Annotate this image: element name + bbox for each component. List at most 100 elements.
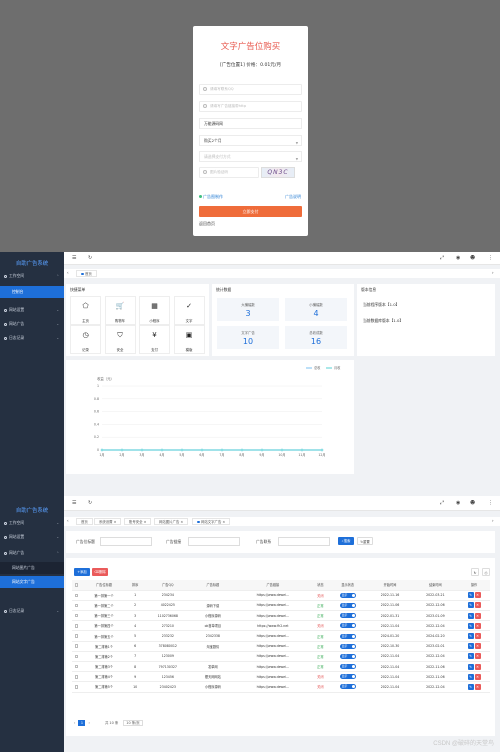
- edit-icon[interactable]: ✎: [467, 602, 474, 609]
- row-checkbox[interactable]: [72, 590, 81, 601]
- search-button[interactable]: ⌕搜索: [338, 537, 354, 545]
- delete-icon[interactable]: ✕: [474, 643, 481, 650]
- edit-icon[interactable]: ✎: [467, 612, 474, 619]
- ad-word-input[interactable]: 万能源码网: [199, 118, 302, 129]
- tab-home[interactable]: 首页: [76, 270, 97, 277]
- tab-item[interactable]: 网站图片广告 ×: [154, 518, 189, 525]
- qq-input[interactable]: 请填写联系QQ: [199, 84, 302, 95]
- refresh-icon[interactable]: ↻: [88, 500, 93, 506]
- pay-method-select[interactable]: 请选择支付方式 ▼: [199, 151, 302, 162]
- edit-icon[interactable]: ✎: [467, 683, 474, 690]
- sidebar-item-logs[interactable]: 日志记录 ⌄: [0, 332, 64, 344]
- row-checkbox[interactable]: [72, 671, 81, 683]
- sidebar-item-workspace[interactable]: 工作空间 ⌃: [0, 270, 64, 282]
- filter-link-input[interactable]: [188, 537, 240, 546]
- print-icon[interactable]: ⎙: [482, 568, 490, 576]
- sidebar-item-logs[interactable]: 日志记录 ⌄: [0, 605, 64, 617]
- header-checkbox[interactable]: [72, 580, 81, 591]
- sidebar-item-settings[interactable]: 网站设置 ⌄: [0, 531, 64, 543]
- row-checkbox[interactable]: [72, 651, 81, 663]
- display-toggle[interactable]: 显示: [328, 661, 368, 673]
- captcha-input[interactable]: 图片验证码: [199, 167, 259, 178]
- delete-icon[interactable]: ✕: [474, 622, 481, 629]
- edit-icon[interactable]: ✎: [467, 633, 474, 640]
- tab-item[interactable]: 账号安全 ×: [124, 518, 152, 525]
- more-icon[interactable]: ⋮: [488, 255, 493, 261]
- row-checkbox[interactable]: [72, 610, 81, 622]
- menu-icon[interactable]: ☰: [72, 500, 77, 506]
- delete-icon[interactable]: ✕: [474, 612, 481, 619]
- display-toggle[interactable]: 显示: [328, 630, 368, 642]
- user-icon[interactable]: ☻: [470, 500, 476, 506]
- tab-next-icon[interactable]: ›: [492, 518, 494, 523]
- ad-make-link[interactable]: 广告图制作: [199, 194, 223, 200]
- sidebar-item-console[interactable]: 控制台: [0, 286, 64, 298]
- refresh-icon[interactable]: ↻: [88, 255, 93, 261]
- delete-icon[interactable]: ✕: [474, 633, 481, 640]
- quick-item[interactable]: ▣ 模版: [173, 325, 205, 354]
- display-toggle[interactable]: 显示: [328, 651, 368, 663]
- delete-icon[interactable]: ✕: [474, 683, 481, 690]
- menu-icon[interactable]: ☰: [72, 255, 77, 261]
- row-checkbox[interactable]: [72, 600, 81, 612]
- tab-prev-icon[interactable]: ‹: [67, 518, 69, 523]
- quick-item[interactable]: ⬠ 主页: [70, 296, 101, 325]
- row-checkbox[interactable]: [72, 641, 81, 652]
- tab-item[interactable]: 系统设置 ×: [94, 518, 122, 525]
- captcha-image[interactable]: QN3C: [261, 167, 295, 178]
- tab-item[interactable]: 首页: [76, 518, 93, 525]
- sidebar-item-workspace[interactable]: 工作空间 ⌄: [0, 517, 64, 529]
- sidebar-item-text-ads[interactable]: 网站文字广告: [0, 576, 64, 588]
- delete-icon[interactable]: ✕: [474, 602, 481, 609]
- quick-item[interactable]: ⛉ 安全: [104, 325, 136, 354]
- edit-icon[interactable]: ✎: [467, 622, 474, 629]
- pay-button[interactable]: 立即支付: [199, 206, 302, 217]
- user-icon[interactable]: ☻: [470, 255, 476, 261]
- delete-icon[interactable]: ✕: [474, 663, 481, 670]
- theme-icon[interactable]: ◉: [456, 500, 461, 506]
- edit-icon[interactable]: ✎: [467, 643, 474, 650]
- row-checkbox[interactable]: [72, 630, 81, 642]
- row-checkbox[interactable]: [72, 620, 81, 632]
- delete-icon[interactable]: ✕: [474, 673, 481, 680]
- display-toggle[interactable]: 显示: [328, 610, 368, 622]
- fullscreen-icon[interactable]: ⤢: [440, 255, 445, 261]
- edit-icon[interactable]: ✎: [467, 653, 474, 660]
- display-toggle[interactable]: 显示: [328, 671, 368, 683]
- filter-title-input[interactable]: [100, 537, 152, 546]
- tab-next-icon[interactable]: ›: [492, 270, 494, 275]
- add-button[interactable]: +添加: [74, 568, 90, 576]
- display-toggle[interactable]: 显示: [328, 681, 368, 693]
- quick-item[interactable]: ◷ 记录: [70, 325, 101, 354]
- refresh-table-icon[interactable]: ↻: [471, 568, 479, 576]
- ad-desc-link[interactable]: 广告说明: [285, 194, 301, 199]
- page-prev[interactable]: ‹: [74, 721, 76, 725]
- page-current[interactable]: 1: [78, 720, 86, 726]
- theme-icon[interactable]: ◉: [456, 255, 461, 261]
- display-toggle[interactable]: 显示: [328, 641, 368, 652]
- quick-item[interactable]: ▦ 小程序: [139, 296, 170, 325]
- reset-button[interactable]: ↻重置: [357, 537, 373, 545]
- delete-icon[interactable]: ✕: [474, 592, 481, 599]
- url-input[interactable]: 请填写广告链接带http: [199, 101, 302, 112]
- back-home-link[interactable]: 返回首页: [199, 221, 215, 226]
- edit-icon[interactable]: ✎: [467, 673, 474, 680]
- more-icon[interactable]: ⋮: [488, 500, 493, 506]
- quick-item[interactable]: ¥ 支付: [139, 325, 170, 354]
- row-checkbox[interactable]: [72, 681, 81, 693]
- page-size-select[interactable]: 10 条/页: [123, 720, 143, 726]
- edit-icon[interactable]: ✎: [467, 663, 474, 670]
- delete-icon[interactable]: ✕: [474, 653, 481, 660]
- sidebar-item-ads[interactable]: 网站广告 ⌄: [0, 318, 64, 330]
- display-toggle[interactable]: 显示: [328, 620, 368, 632]
- edit-icon[interactable]: ✎: [467, 592, 474, 599]
- display-toggle[interactable]: 显示: [328, 600, 368, 612]
- quick-item[interactable]: 🛒 购物车: [104, 296, 136, 325]
- tab-item[interactable]: 网站文字广告 ×: [192, 518, 231, 525]
- sidebar-item-ads[interactable]: 网站广告 ⌃: [0, 547, 64, 559]
- filter-contact-input[interactable]: [278, 537, 330, 546]
- sidebar-item-settings[interactable]: 网站设置 ⌄: [0, 304, 64, 316]
- delete-button[interactable]: ⌫删除: [92, 568, 108, 576]
- duration-select[interactable]: 购买2个月 ▼: [199, 135, 302, 146]
- fullscreen-icon[interactable]: ⤢: [440, 500, 445, 506]
